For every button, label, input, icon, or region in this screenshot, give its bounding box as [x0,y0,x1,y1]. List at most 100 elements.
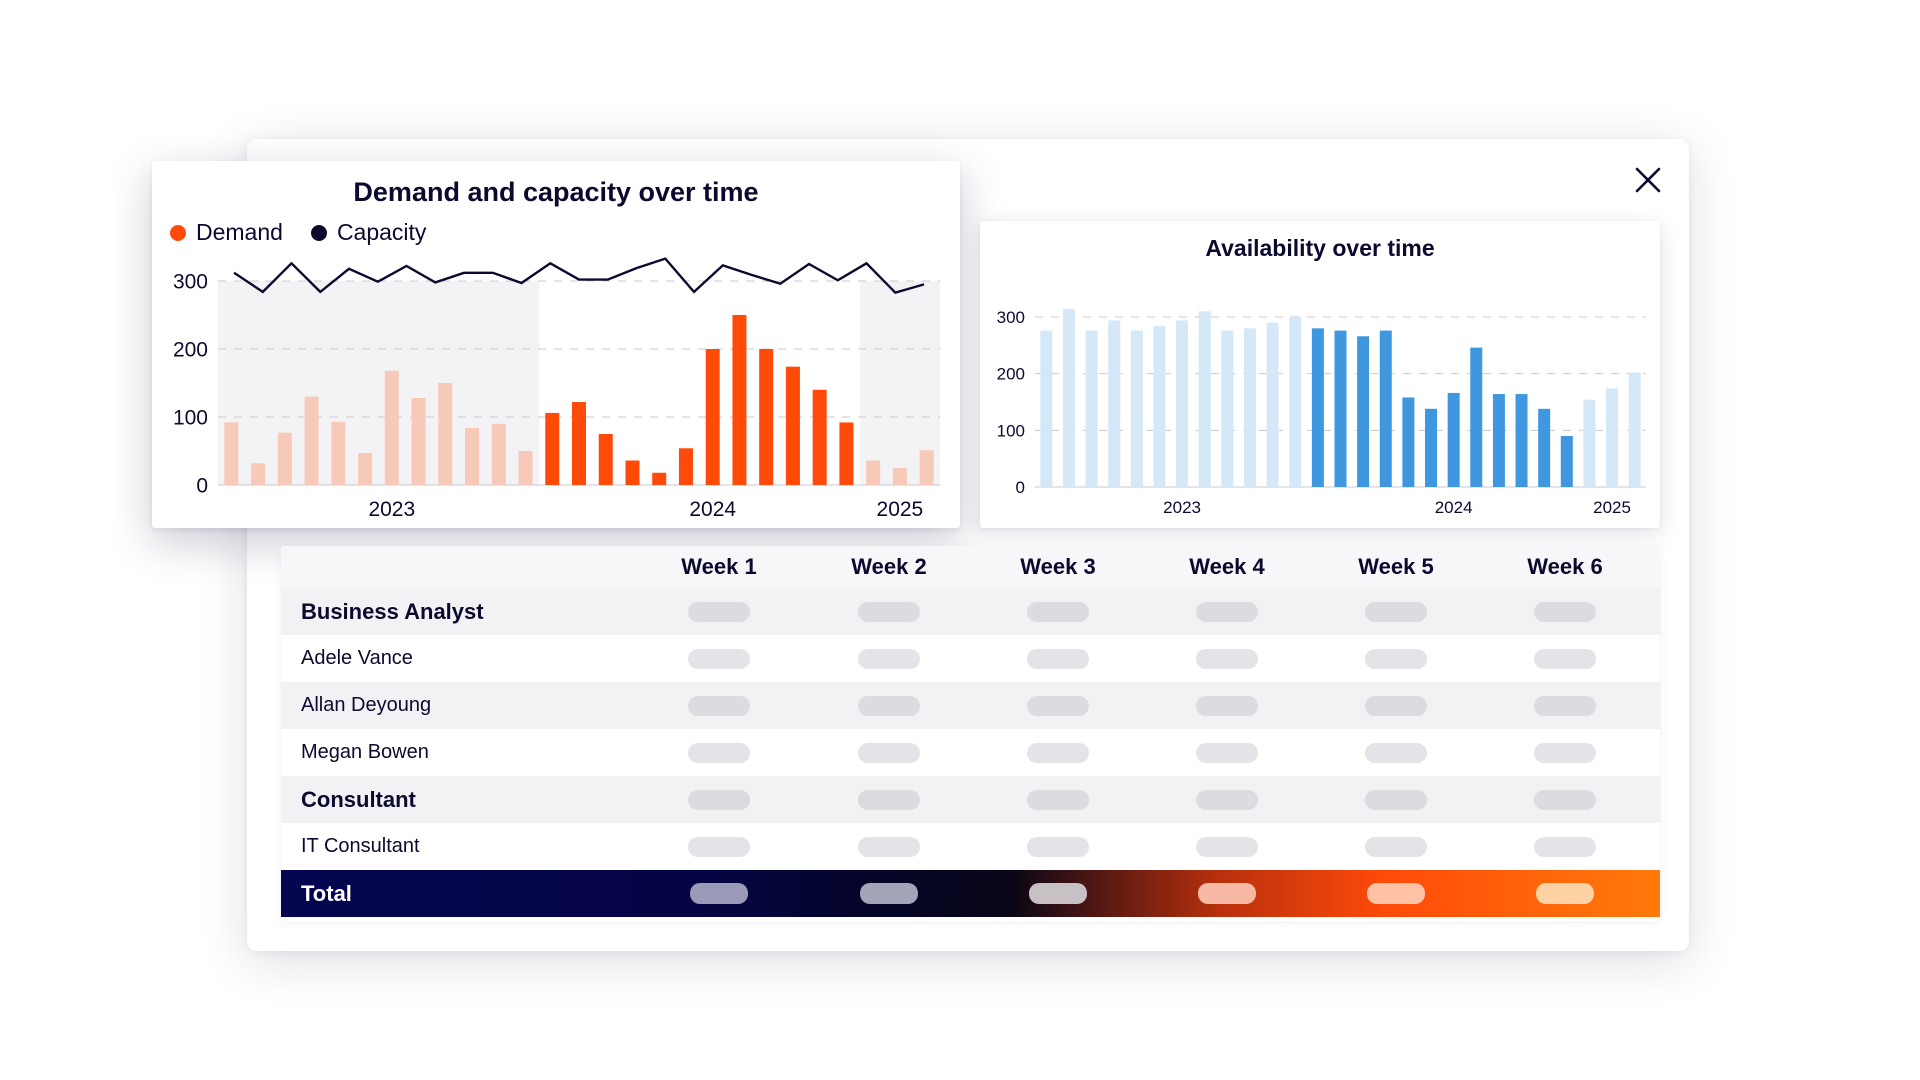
value-pill[interactable] [1196,837,1258,857]
value-pill[interactable] [858,649,920,669]
close-button[interactable] [1630,162,1666,198]
value-pill[interactable] [1365,790,1427,810]
bar [331,421,346,485]
value-pill[interactable] [858,743,920,763]
column-header-week-2[interactable]: Week 2 [851,554,927,579]
bar [224,422,239,485]
bar [545,412,560,485]
bar [384,370,399,485]
past-period-shade [218,281,539,485]
table-row[interactable]: Megan Bowen [281,729,1660,776]
row-label: Allan Deyoung [301,694,432,716]
column-header-week-6[interactable]: Week 6 [1527,554,1603,579]
value-pill[interactable] [1534,649,1596,669]
value-pill[interactable] [1027,696,1089,716]
bar [652,472,667,485]
total-pill[interactable] [1536,883,1594,904]
table-row-total[interactable]: Total [281,870,1660,917]
total-pill[interactable] [1198,883,1256,904]
bar [1221,330,1234,487]
row-label: Megan Bowen [301,741,429,763]
bar [1108,320,1121,487]
value-pill[interactable] [688,743,750,763]
demand-capacity-chart: 0 100 200 300 2023 2024 2025 [173,257,940,521]
bar [732,315,747,485]
value-pill[interactable] [1534,602,1596,622]
value-pill[interactable] [688,649,750,669]
column-header-week-1[interactable]: Week 1 [681,554,757,579]
capacity-legend-dot-icon [310,224,327,241]
value-pill[interactable] [1196,696,1258,716]
total-pill[interactable] [860,883,918,904]
total-pill[interactable] [1029,883,1087,904]
value-pill[interactable] [858,790,920,810]
value-pill[interactable] [1534,837,1596,857]
bar [785,366,800,485]
value-pill[interactable] [858,696,920,716]
table-row-group[interactable]: Consultant [281,776,1660,823]
bar [598,434,613,485]
bar [491,423,506,485]
bar [1040,330,1053,487]
resource-table: Week 1 Week 2 Week 3 Week 4 Week 5 Week … [281,546,1660,921]
column-header-week-3[interactable]: Week 3 [1020,554,1096,579]
table-row-group[interactable]: Business Analyst [281,588,1660,635]
value-pill[interactable] [1534,790,1596,810]
value-pill[interactable] [688,602,750,622]
value-pill[interactable] [1365,602,1427,622]
x-tick-label: 2025 [1593,498,1631,517]
value-pill[interactable] [1196,649,1258,669]
legend-item-demand[interactable]: Demand [170,219,283,246]
availability-chart: 0 100 200 300 2023 2024 2025 [997,308,1646,517]
bar [625,460,640,485]
bar [1515,394,1528,487]
value-pill[interactable] [858,837,920,857]
value-pill[interactable] [1196,602,1258,622]
bar [1357,336,1370,487]
bar [892,468,907,485]
value-pill[interactable] [1027,837,1089,857]
value-pill[interactable] [858,602,920,622]
availability-card: Availability over time 0 100 200 300 2023 202… [980,221,1660,528]
close-icon [1635,167,1661,193]
value-pill[interactable] [1027,790,1089,810]
y-tick-label: 100 [173,406,208,429]
demand-chart-legend: Demand Capacity [170,219,426,246]
availability-chart-title: Availability over time [1205,235,1435,261]
value-pill[interactable] [1365,696,1427,716]
column-header-week-5[interactable]: Week 5 [1358,554,1434,579]
x-tick-label: 2025 [877,498,924,521]
bar [411,397,426,485]
value-pill[interactable] [688,790,750,810]
value-pill[interactable] [1534,743,1596,763]
value-pill[interactable] [688,837,750,857]
total-pill[interactable] [690,883,748,904]
value-pill[interactable] [1534,696,1596,716]
total-pill[interactable] [1367,883,1425,904]
value-pill[interactable] [688,696,750,716]
bar [304,396,319,485]
table-row[interactable]: IT Consultant [281,823,1660,870]
table-row[interactable]: Adele Vance [281,635,1660,682]
value-pill[interactable] [1196,743,1258,763]
value-pill[interactable] [1027,743,1089,763]
bar [1560,436,1573,487]
bar [866,460,881,485]
y-tick-label: 0 [1016,478,1025,497]
x-tick-label: 2023 [368,498,415,521]
value-pill[interactable] [1196,790,1258,810]
bar [1447,392,1460,487]
value-pill[interactable] [1365,649,1427,669]
bar [1311,328,1324,487]
row-label: Consultant [301,787,416,812]
column-header-week-4[interactable]: Week 4 [1189,554,1265,579]
bar [1425,408,1438,487]
value-pill[interactable] [1365,743,1427,763]
bar [277,432,292,485]
value-pill[interactable] [1027,602,1089,622]
bar [1243,328,1256,487]
value-pill[interactable] [1365,837,1427,857]
legend-item-capacity[interactable]: Capacity [310,219,426,246]
table-row[interactable]: Allan Deyoung [281,682,1660,729]
value-pill[interactable] [1027,649,1089,669]
